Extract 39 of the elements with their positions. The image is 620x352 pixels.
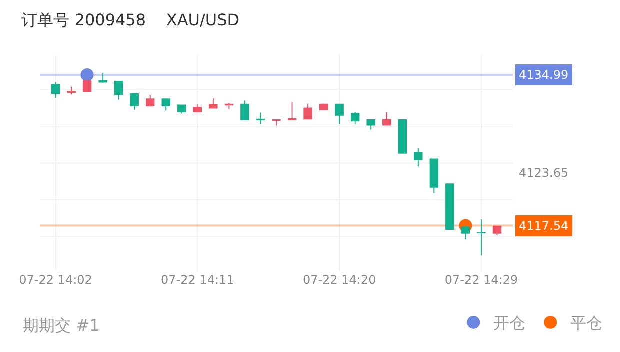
candlestick	[477, 219, 486, 256]
candlestick	[67, 86, 76, 96]
candlestick	[461, 225, 470, 240]
candlestick	[382, 112, 392, 126]
x-tick-label: 07-22 14:20	[302, 273, 376, 287]
candlestick	[319, 103, 328, 110]
candlestick	[430, 158, 439, 194]
legend-label: 开仓	[494, 314, 526, 333]
candlestick	[51, 82, 60, 98]
candlestick	[162, 98, 170, 112]
candlestick	[492, 226, 502, 236]
candlestick	[398, 119, 407, 154]
y-tick-label: 4134.99	[519, 68, 569, 82]
candlestick	[288, 102, 297, 120]
candlestick	[130, 92, 139, 110]
candlestick	[114, 80, 124, 100]
chart-title: 订单号 2009458 XAU/USD	[22, 10, 240, 30]
candlestick	[414, 148, 423, 168]
legend-label: 平仓	[570, 314, 603, 333]
text: 期期交 #1	[23, 316, 100, 335]
candlestick	[335, 104, 344, 125]
x-tick-label: 07-22 14:02	[19, 273, 92, 287]
candlestick	[98, 72, 108, 84]
candlestick	[209, 98, 218, 109]
y-tick-label: 4117.54	[519, 219, 569, 233]
candlestick	[446, 184, 454, 230]
candlestick	[178, 104, 186, 114]
x-tick-label: 07-22 14:11	[161, 273, 234, 287]
candlestick	[82, 80, 92, 93]
x-tick-label: 07-22 14:29	[444, 273, 518, 287]
candlestick	[256, 112, 266, 125]
y-tick-label: 4123.65	[519, 166, 569, 180]
candlestick	[240, 100, 250, 120]
candlestick	[146, 94, 155, 108]
candlestick	[304, 103, 312, 120]
candlestick	[366, 119, 376, 130]
candlestick	[350, 112, 360, 125]
candlestick	[193, 104, 202, 113]
candlestick	[272, 119, 281, 126]
